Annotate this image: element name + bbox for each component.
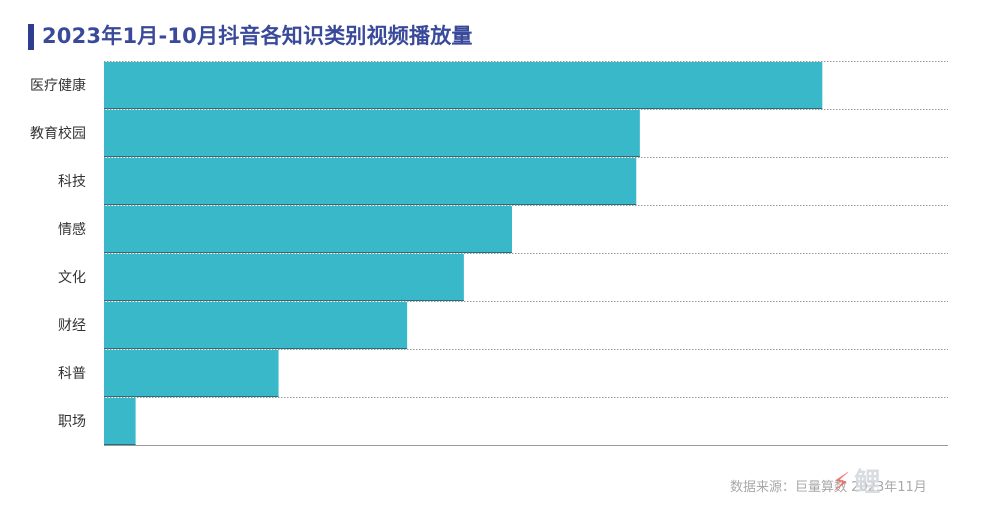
category-label: 科技 — [58, 174, 86, 190]
watermark-logo: ⚡鲤 — [832, 468, 885, 498]
bar-8 — [104, 398, 136, 445]
category-label: 教育校园 — [30, 125, 86, 142]
category-label: 文化 — [58, 270, 86, 286]
bar-5 — [104, 254, 464, 301]
bar-6 — [104, 302, 408, 349]
title-accent-bar — [28, 24, 34, 50]
bar-4 — [104, 206, 512, 253]
source-note: 数据来源：巨量算数 2023年11月 — [730, 480, 927, 495]
category-label: 情感 — [58, 221, 86, 238]
category-label: 医疗健康 — [30, 77, 86, 94]
lightning-icon: ⚡ — [832, 468, 855, 498]
category-label: 科普 — [58, 366, 86, 382]
bar-1 — [104, 62, 823, 109]
category-label: 财经 — [58, 318, 86, 334]
chart-title: 2023年1月-10月抖音各知识类别视频播放量 — [42, 24, 473, 48]
category-label: 职场 — [58, 414, 86, 430]
bar-2 — [104, 110, 640, 157]
bar-7 — [104, 350, 279, 397]
bar-3 — [104, 158, 637, 205]
